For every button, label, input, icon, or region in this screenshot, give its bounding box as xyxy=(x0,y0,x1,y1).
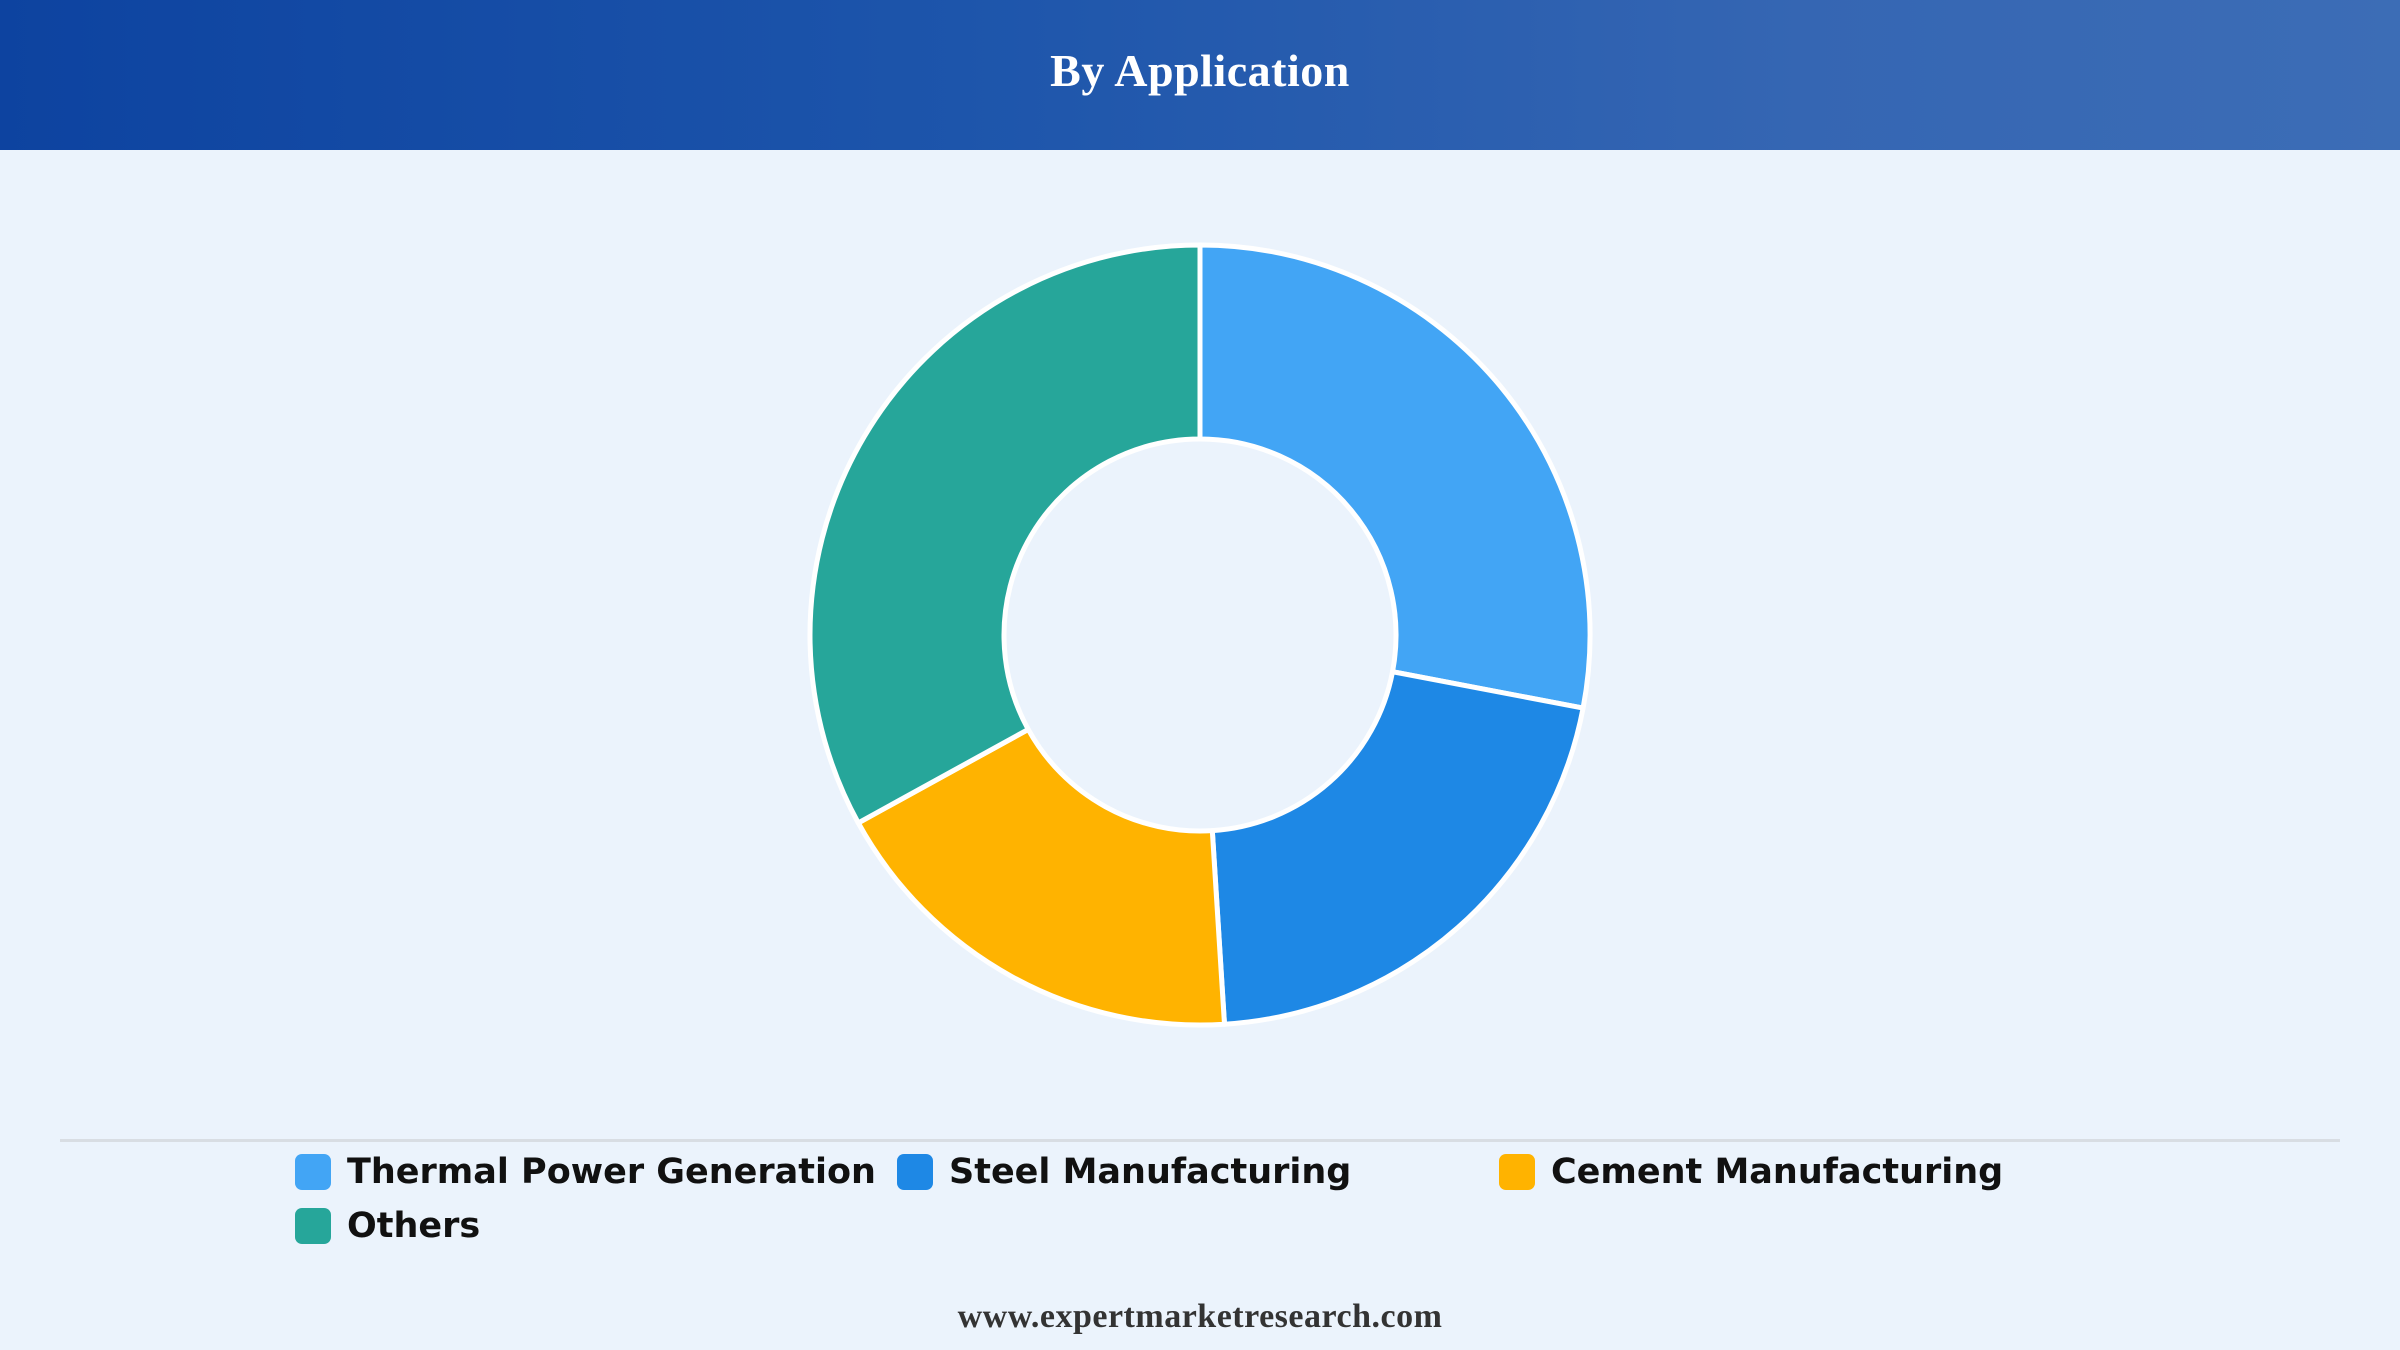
legend-label: Others xyxy=(347,1206,481,1246)
legend-item-others[interactable]: Others xyxy=(295,1206,897,1246)
legend-item-steel-manufacturing[interactable]: Steel Manufacturing xyxy=(897,1152,1499,1192)
donut-chart xyxy=(807,242,1593,1028)
legend-divider xyxy=(60,1139,2340,1142)
donut-slice-thermal-power-generation[interactable] xyxy=(1197,242,1593,711)
donut-slice-cement-manufacturing[interactable] xyxy=(855,726,1227,1028)
legend-swatch xyxy=(897,1154,933,1190)
header-banner: By Application xyxy=(0,0,2400,150)
legend-swatch xyxy=(1499,1154,1535,1190)
legend-label: Cement Manufacturing xyxy=(1551,1152,2004,1192)
donut-slice-others[interactable] xyxy=(807,242,1203,826)
legend-swatch xyxy=(295,1154,331,1190)
legend-item-cement-manufacturing[interactable]: Cement Manufacturing xyxy=(1499,1152,2101,1192)
legend-label: Thermal Power Generation xyxy=(347,1152,876,1192)
legend-swatch xyxy=(295,1208,331,1244)
legend-item-thermal-power-generation[interactable]: Thermal Power Generation xyxy=(295,1152,897,1192)
chart-title: By Application xyxy=(1050,44,1350,96)
source-footer[interactable]: www.expertmarketresearch.com xyxy=(957,1298,1443,1335)
legend-label: Steel Manufacturing xyxy=(949,1152,1352,1192)
donut-slice-steel-manufacturing[interactable] xyxy=(1209,669,1586,1027)
chart-legend: Thermal Power Generation Steel Manufactu… xyxy=(295,1152,2195,1246)
chart-area xyxy=(0,150,2400,1130)
